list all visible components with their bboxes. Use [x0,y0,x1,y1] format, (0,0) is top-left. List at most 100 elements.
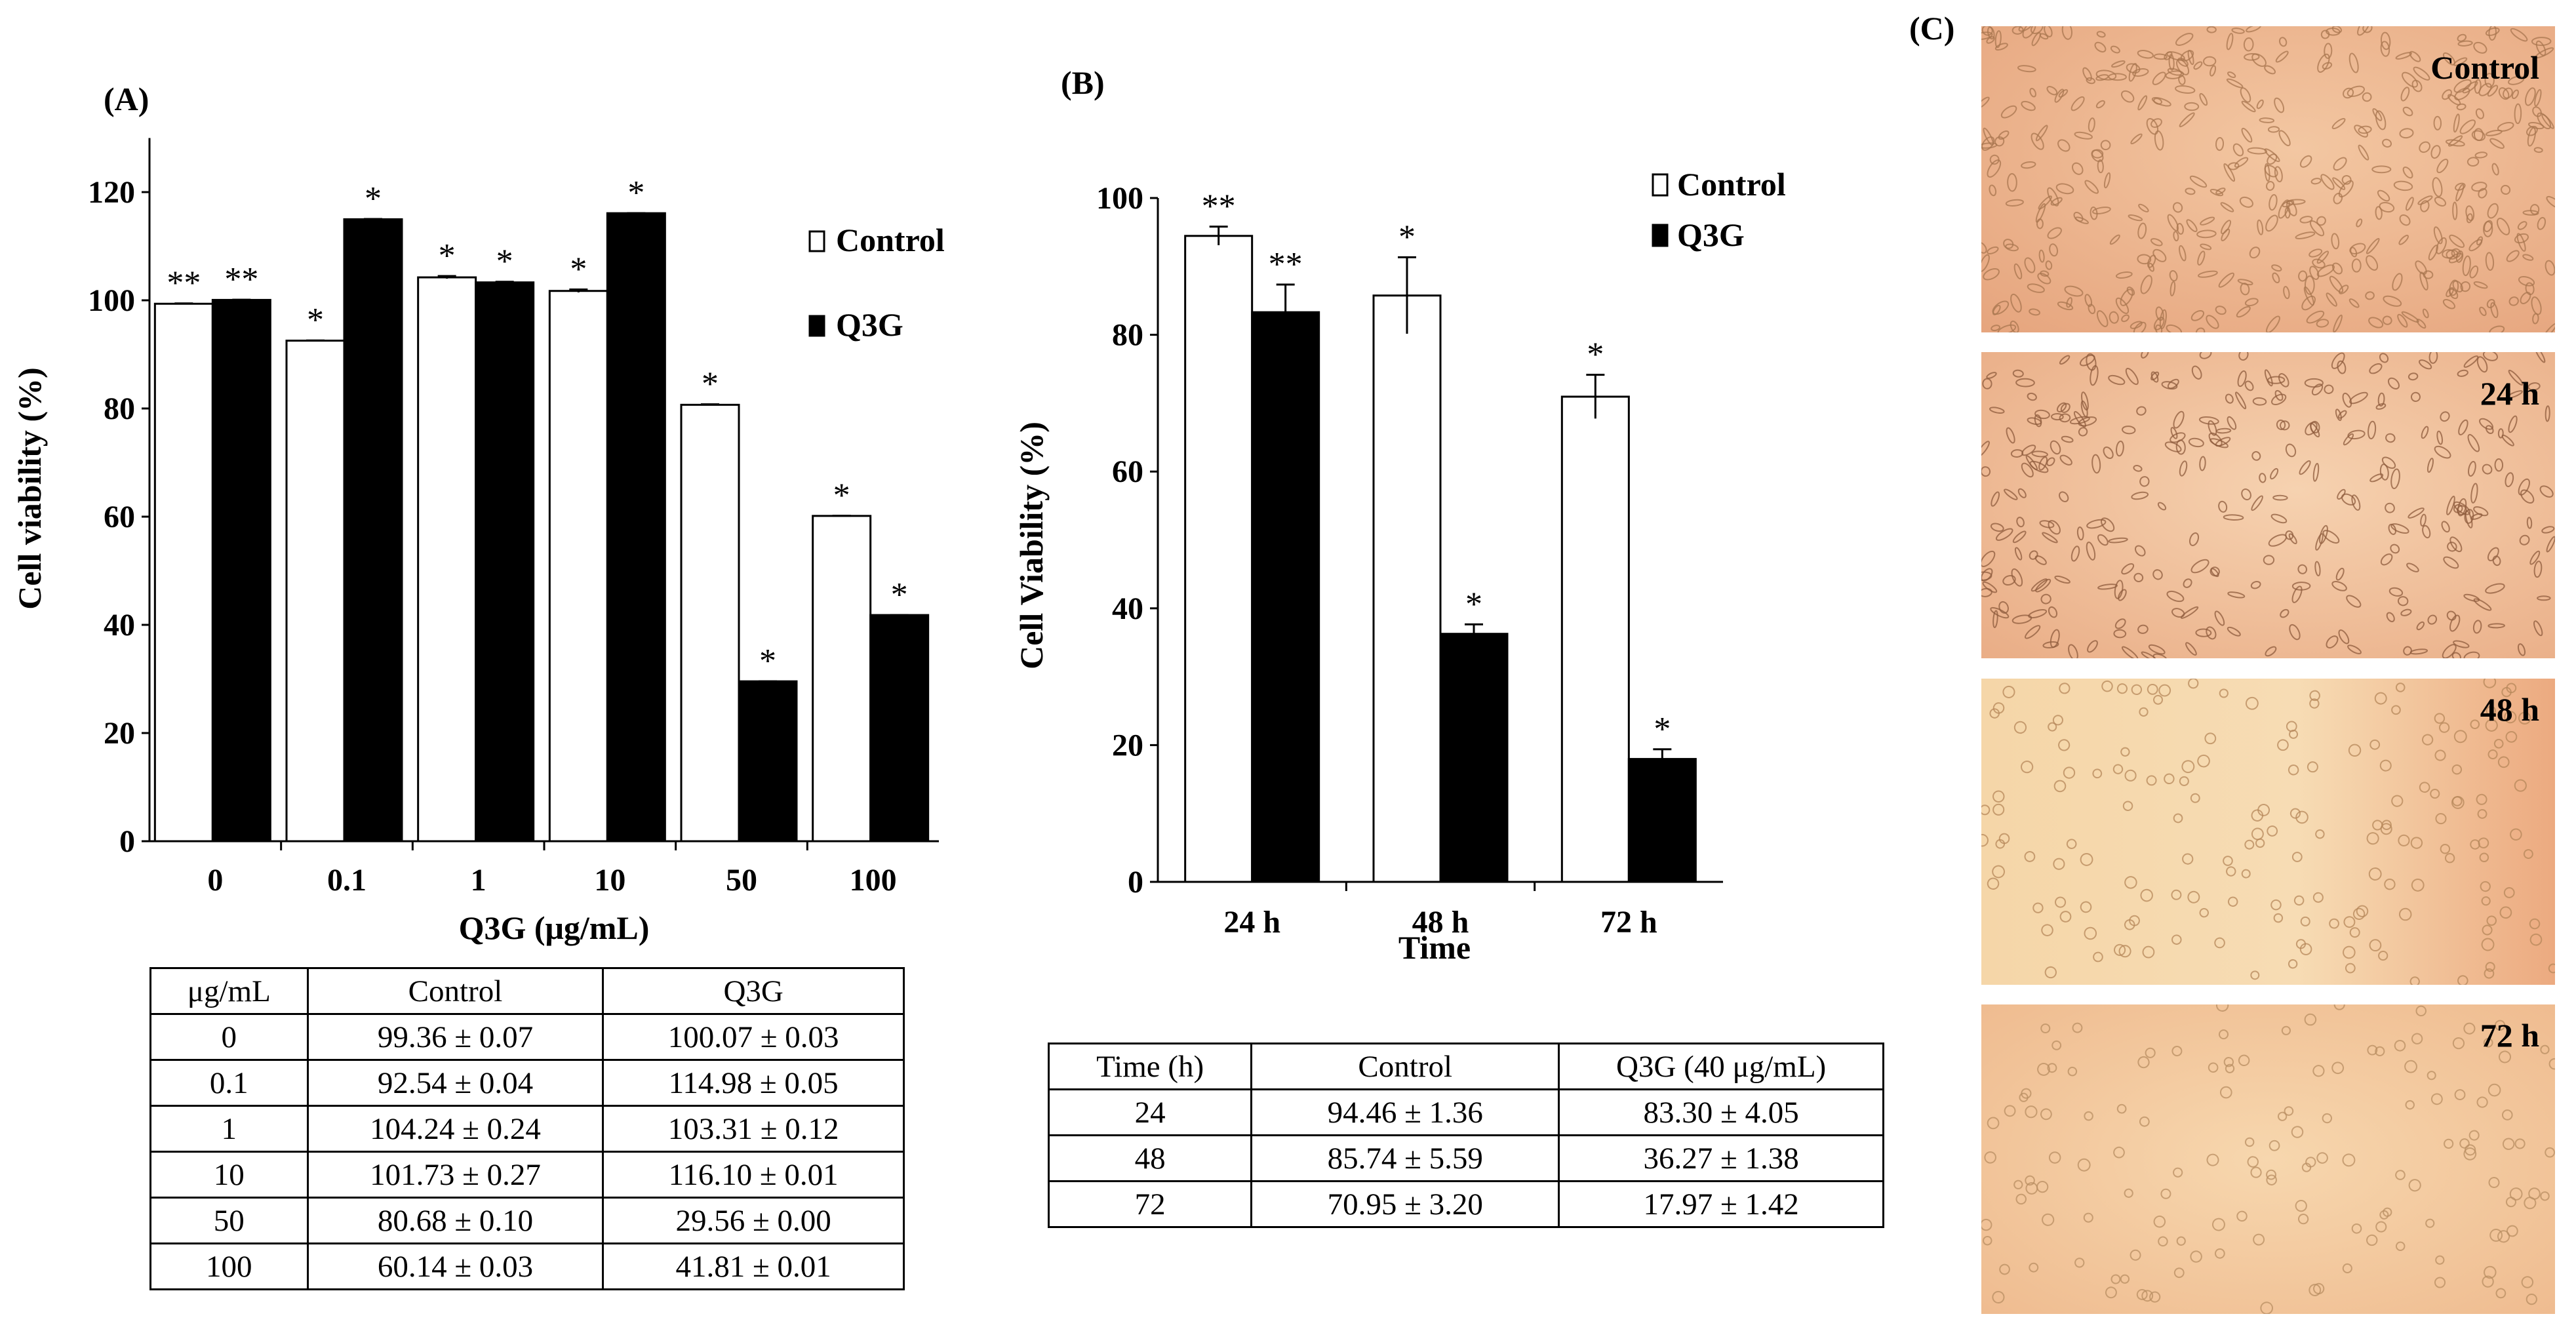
cell-mark [2125,368,2139,386]
chart-b-significance-mark: * [1465,586,1482,623]
cell-mark [2218,1029,2229,1040]
table-a-header-q3g: Q3G [602,967,905,1015]
cell-mark [2398,834,2410,846]
table-a-cell: 104.24 ± 0.24 [306,1105,604,1153]
cell-mark [2289,808,2301,819]
chart-a-category-label: 10 [594,863,625,898]
cell-mark [2096,31,2106,38]
cell-mark [2015,378,2035,387]
cell-mark [2380,823,2392,835]
cell-mark [2031,450,2048,458]
cell-mark [2320,30,2330,39]
cell-mark [2479,852,2489,863]
cell-mark [2047,187,2059,207]
cell-mark [2080,400,2088,418]
cell-mark [2139,707,2149,717]
cell-mark [2048,1151,2061,1164]
cell-mark [2442,644,2457,658]
cell-mark [2348,52,2359,73]
table-b-cell: 72 [1047,1180,1253,1228]
cell-mark [2527,127,2536,147]
table-b-cell: 24 [1047,1088,1253,1136]
cell-mark [2010,320,2019,332]
cell-mark [2173,410,2185,429]
cell-mark [2066,839,2077,849]
cell-mark [2027,392,2037,401]
cell-mark [2199,907,2209,918]
cell-mark [2529,918,2541,930]
cell-mark [2332,177,2346,190]
cell-mark [2171,889,2182,900]
cell-mark [2299,155,2312,168]
cell-mark [1987,877,2000,890]
table-a-row: 0 99.36 ± 0.07 100.07 ± 0.03 [149,1013,905,1061]
cell-mark [1986,36,1995,44]
cell-mark [2416,621,2425,631]
cell-mark [2402,106,2413,117]
cell-mark [2408,1179,2421,1192]
cell-mark [2193,61,2203,70]
cell-mark [2501,1109,2513,1121]
cell-mark [2221,228,2230,241]
cell-mark [2097,534,2109,546]
chart-a-category-label: 100 [850,863,897,898]
cell-mark [2173,1167,2183,1178]
cell-mark [2214,937,2225,949]
cell-mark [2484,1265,2497,1279]
cell-mark [2223,856,2233,866]
cell-mark [2190,793,2200,803]
cell-mark [2130,133,2143,145]
chart-a-ylabel: Cell viability (%) [11,367,48,609]
cell-mark [2014,547,2023,561]
cell-mark [2227,416,2237,430]
cell-mark [2477,808,2487,819]
cell-mark [2331,1062,2345,1075]
cell-mark [2369,473,2384,483]
chart-a-bar-q3g [869,614,930,843]
cell-mark [2183,578,2192,588]
chart-a-category-label: 1 [471,863,486,898]
cell-mark [2237,279,2253,286]
chart-a-significance-mark: * [759,643,776,680]
cell-mark [2190,1250,2202,1263]
table-a-cell: 0 [149,1013,309,1061]
cell-mark [2115,297,2130,314]
cell-mark [2316,250,2329,264]
cell-mark [2141,1290,2154,1302]
cell-mark [1981,142,1998,149]
cell-mark [2150,371,2159,383]
cell-mark [2391,795,2404,807]
cell-mark [2025,1182,2038,1195]
cell-mark [2436,159,2449,174]
cell-mark [2485,252,2495,271]
table-a-cell: 1 [149,1105,309,1153]
cell-mark [2307,761,2318,773]
cell-mark [2358,144,2369,161]
cell-mark [2434,445,2451,459]
cell-mark [2077,1158,2091,1172]
cell-mark [2059,355,2071,365]
cell-mark [2342,392,2352,408]
cell-mark [2464,509,2474,524]
cell-mark [2059,413,2071,423]
table-a-cell: 0.1 [149,1059,309,1107]
cell-mark [2395,1170,2406,1180]
cell-mark [2256,99,2264,109]
cell-mark [2470,483,2478,504]
cell-mark [2025,625,2041,639]
cell-mark [2002,685,2015,698]
cell-mark [2246,26,2261,33]
cell-mark [2226,866,2236,877]
cell-mark [2419,141,2431,153]
cell-mark [2383,1207,2392,1217]
cell-mark [2422,525,2431,539]
cell-mark [2019,1092,2029,1102]
cell-mark [2031,31,2041,47]
cell-mark [2208,420,2217,436]
cell-mark [2164,441,2182,452]
cell-mark [2498,1050,2512,1063]
cell-mark [2173,813,2183,824]
cell-mark [2505,1197,2516,1208]
cell-mark [1995,839,2006,849]
cell-mark [2215,136,2225,151]
